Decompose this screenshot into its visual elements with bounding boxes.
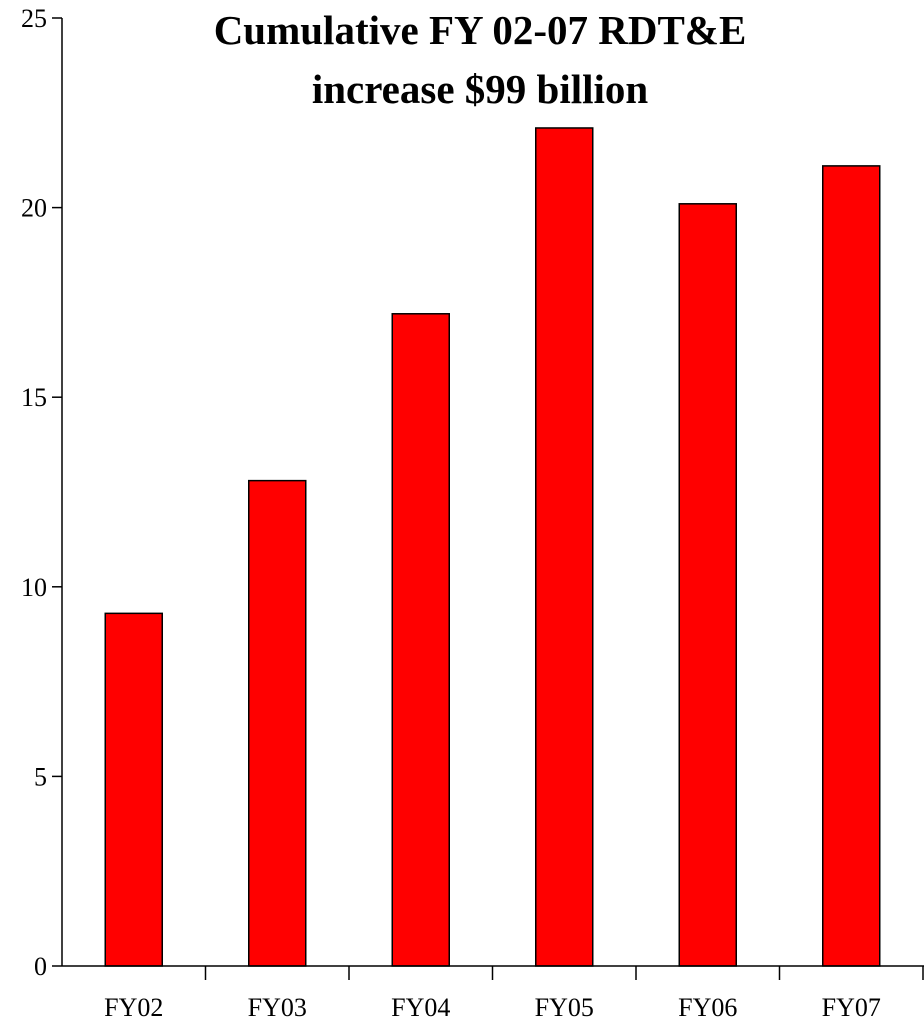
x-tick-label-fy05: FY05 [535,993,594,1022]
chart-title-line-2: increase $99 billion [312,66,649,112]
bar-fy04 [391,313,450,967]
x-axis: FY02 FY03 FY04 FY05 FY06 FY07 [62,965,924,1022]
y-tick-label-20: 20 [21,194,47,223]
chart-title-line-1: Cumulative FY 02-07 RDT&E [214,7,747,53]
y-tick-label-10: 10 [21,573,47,602]
x-tick-label-fy03: FY03 [248,993,307,1022]
y-tick-label-15: 15 [21,383,47,412]
bar-fy02 [104,612,163,967]
bar-fy03 [248,479,307,967]
bar-fy05 [535,127,594,967]
y-tick-label-0: 0 [34,952,47,981]
x-tick-label-fy07: FY07 [822,993,881,1022]
y-tick-label-25: 25 [21,4,47,33]
x-tick-label-fy06: FY06 [678,993,737,1022]
bars-group [104,127,881,967]
y-tick-label-5: 5 [34,762,47,791]
x-tick-label-fy04: FY04 [391,993,450,1022]
y-axis: 0 5 10 15 20 25 [21,4,63,981]
x-tick-label-fy02: FY02 [104,993,163,1022]
chart-title: Cumulative FY 02-07 RDT&E increase $99 b… [214,7,747,112]
bar-fy06 [678,203,737,967]
bar-fy07 [822,165,881,967]
